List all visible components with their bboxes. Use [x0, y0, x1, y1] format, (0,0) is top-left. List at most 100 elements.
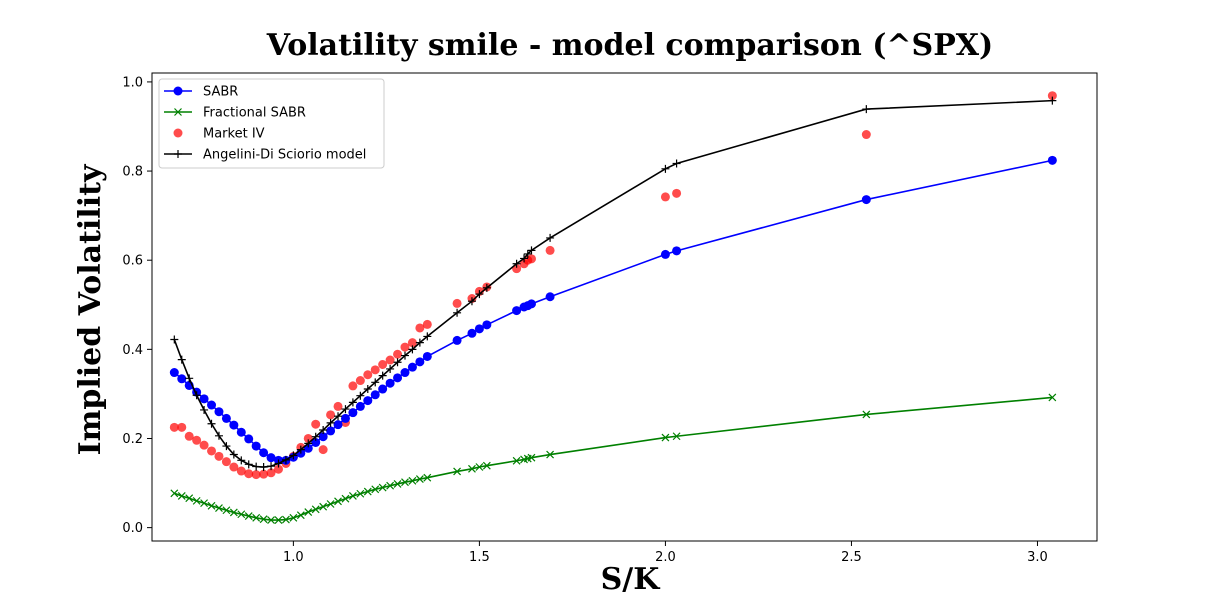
data-point-fractional-sabr — [170, 489, 179, 498]
x-tick-label: 2.5 — [841, 550, 862, 565]
data-point-fractional-sabr — [274, 516, 283, 524]
data-point-fractional-sabr — [348, 492, 357, 500]
legend-label: Angelini-Di Sciorio model — [203, 148, 366, 163]
data-point-angelini-di-sciorio-model — [289, 451, 298, 460]
data-point-market-iv — [422, 319, 432, 329]
data-point-fractional-sabr — [475, 463, 484, 471]
data-point-sabr — [370, 390, 380, 400]
data-point-fractional-sabr — [185, 494, 194, 503]
data-point-fractional-sabr — [311, 505, 320, 514]
data-point-fractional-sabr — [527, 453, 536, 462]
data-point-sabr — [660, 249, 670, 259]
data-point-market-iv — [221, 457, 231, 467]
data-point-fractional-sabr — [304, 508, 313, 516]
data-point-angelini-di-sciorio-model — [400, 351, 409, 360]
data-point-fractional-sabr — [326, 500, 335, 508]
legend-label: Fractional SABR — [203, 106, 306, 121]
legend-item-sabr: SABR — [164, 85, 238, 100]
data-point-fractional-sabr — [177, 492, 186, 500]
y-tick-label: 0.4 — [122, 343, 143, 358]
data-point-market-iv — [348, 381, 358, 391]
data-point-fractional-sabr — [207, 501, 216, 510]
data-point-fractional-sabr — [296, 511, 305, 520]
series-line-sabr — [173, 159, 1053, 462]
data-point-angelini-di-sciorio-model — [200, 405, 209, 414]
data-point-angelini-di-sciorio-model — [259, 463, 268, 472]
data-point-angelini-di-sciorio-model — [252, 462, 261, 471]
y-axis-label: Implied Volatility — [73, 163, 108, 455]
data-point-fractional-sabr — [222, 506, 231, 515]
data-point-market-iv — [169, 422, 179, 432]
data-point-market-iv — [545, 245, 555, 255]
data-point-market-iv — [326, 410, 336, 420]
data-point-angelini-di-sciorio-model — [363, 385, 372, 394]
data-point-fractional-sabr — [661, 433, 670, 442]
data-point-market-iv — [526, 254, 536, 264]
data-point-market-iv — [266, 468, 276, 478]
chart-title: Volatility smile - model comparison (^SP… — [266, 28, 993, 63]
data-point-angelini-di-sciorio-model — [296, 445, 305, 454]
data-point-sabr — [467, 328, 477, 338]
data-point-sabr — [340, 413, 350, 423]
data-point-sabr — [244, 434, 254, 444]
data-point-fractional-sabr — [200, 499, 209, 508]
data-point-fractional-sabr — [401, 478, 409, 487]
data-point-angelini-di-sciorio-model — [170, 335, 179, 344]
x-tick-label: 3.0 — [1027, 550, 1048, 565]
data-point-sabr — [333, 420, 343, 430]
data-point-angelini-di-sciorio-model — [348, 398, 357, 407]
data-point-angelini-di-sciorio-model — [475, 290, 484, 299]
data-point-sabr — [526, 299, 536, 309]
x-axis-label: S/K — [601, 562, 661, 597]
data-point-angelini-di-sciorio-model — [192, 391, 201, 400]
series-market-iv — [169, 91, 1057, 480]
data-point-sabr — [672, 246, 682, 256]
data-point-market-iv — [177, 422, 187, 432]
data-point-fractional-sabr — [468, 464, 476, 473]
data-point-market-iv — [207, 446, 217, 456]
data-point-angelini-di-sciorio-model — [423, 332, 432, 341]
data-point-angelini-di-sciorio-model — [512, 259, 521, 268]
legend-box — [158, 78, 385, 169]
data-point-angelini-di-sciorio-model — [341, 405, 350, 414]
y-tick-label: 0.8 — [122, 165, 143, 180]
data-point-sabr — [422, 351, 432, 361]
data-point-fractional-sabr — [356, 489, 365, 498]
data-point-market-iv — [214, 451, 224, 461]
data-point-angelini-di-sciorio-model — [546, 233, 555, 242]
data-point-market-iv — [415, 323, 425, 333]
data-point-angelini-di-sciorio-model — [334, 412, 343, 421]
data-point-market-iv — [199, 440, 209, 450]
data-point-angelini-di-sciorio-model — [222, 442, 231, 451]
data-point-fractional-sabr — [282, 515, 290, 524]
data-point-sabr — [474, 324, 484, 334]
data-point-sabr — [311, 437, 321, 447]
legend: SABR Fractional SABR Market IV Angelini-Di … — [158, 78, 385, 169]
data-point-angelini-di-sciorio-model — [672, 159, 681, 168]
data-point-sabr — [400, 368, 410, 378]
data-point-sabr — [207, 400, 217, 410]
data-point-angelini-di-sciorio-model — [520, 254, 529, 263]
data-point-market-iv — [333, 401, 343, 411]
data-point-fractional-sabr — [423, 473, 432, 482]
data-point-market-iv — [452, 298, 462, 308]
data-point-fractional-sabr — [244, 512, 253, 520]
data-point-fractional-sabr — [267, 516, 275, 524]
data-point-angelini-di-sciorio-model — [185, 374, 194, 383]
data-point-market-iv — [363, 370, 373, 380]
data-point-angelini-di-sciorio-model — [482, 283, 491, 292]
data-point-market-iv — [229, 462, 239, 472]
data-point-fractional-sabr — [393, 480, 402, 488]
data-point-sabr — [169, 368, 179, 378]
data-point-angelini-di-sciorio-model — [527, 246, 536, 255]
data-point-angelini-di-sciorio-model — [304, 439, 313, 448]
data-point-angelini-di-sciorio-model — [393, 358, 402, 367]
data-point-fractional-sabr — [319, 502, 328, 511]
data-point-sabr — [251, 441, 261, 451]
data-point-sabr — [221, 413, 231, 423]
data-point-fractional-sabr — [453, 467, 462, 476]
data-point-market-iv — [318, 445, 328, 455]
data-point-angelini-di-sciorio-model — [311, 432, 320, 441]
data-point-sabr — [393, 373, 403, 383]
data-point-sabr — [545, 292, 555, 302]
